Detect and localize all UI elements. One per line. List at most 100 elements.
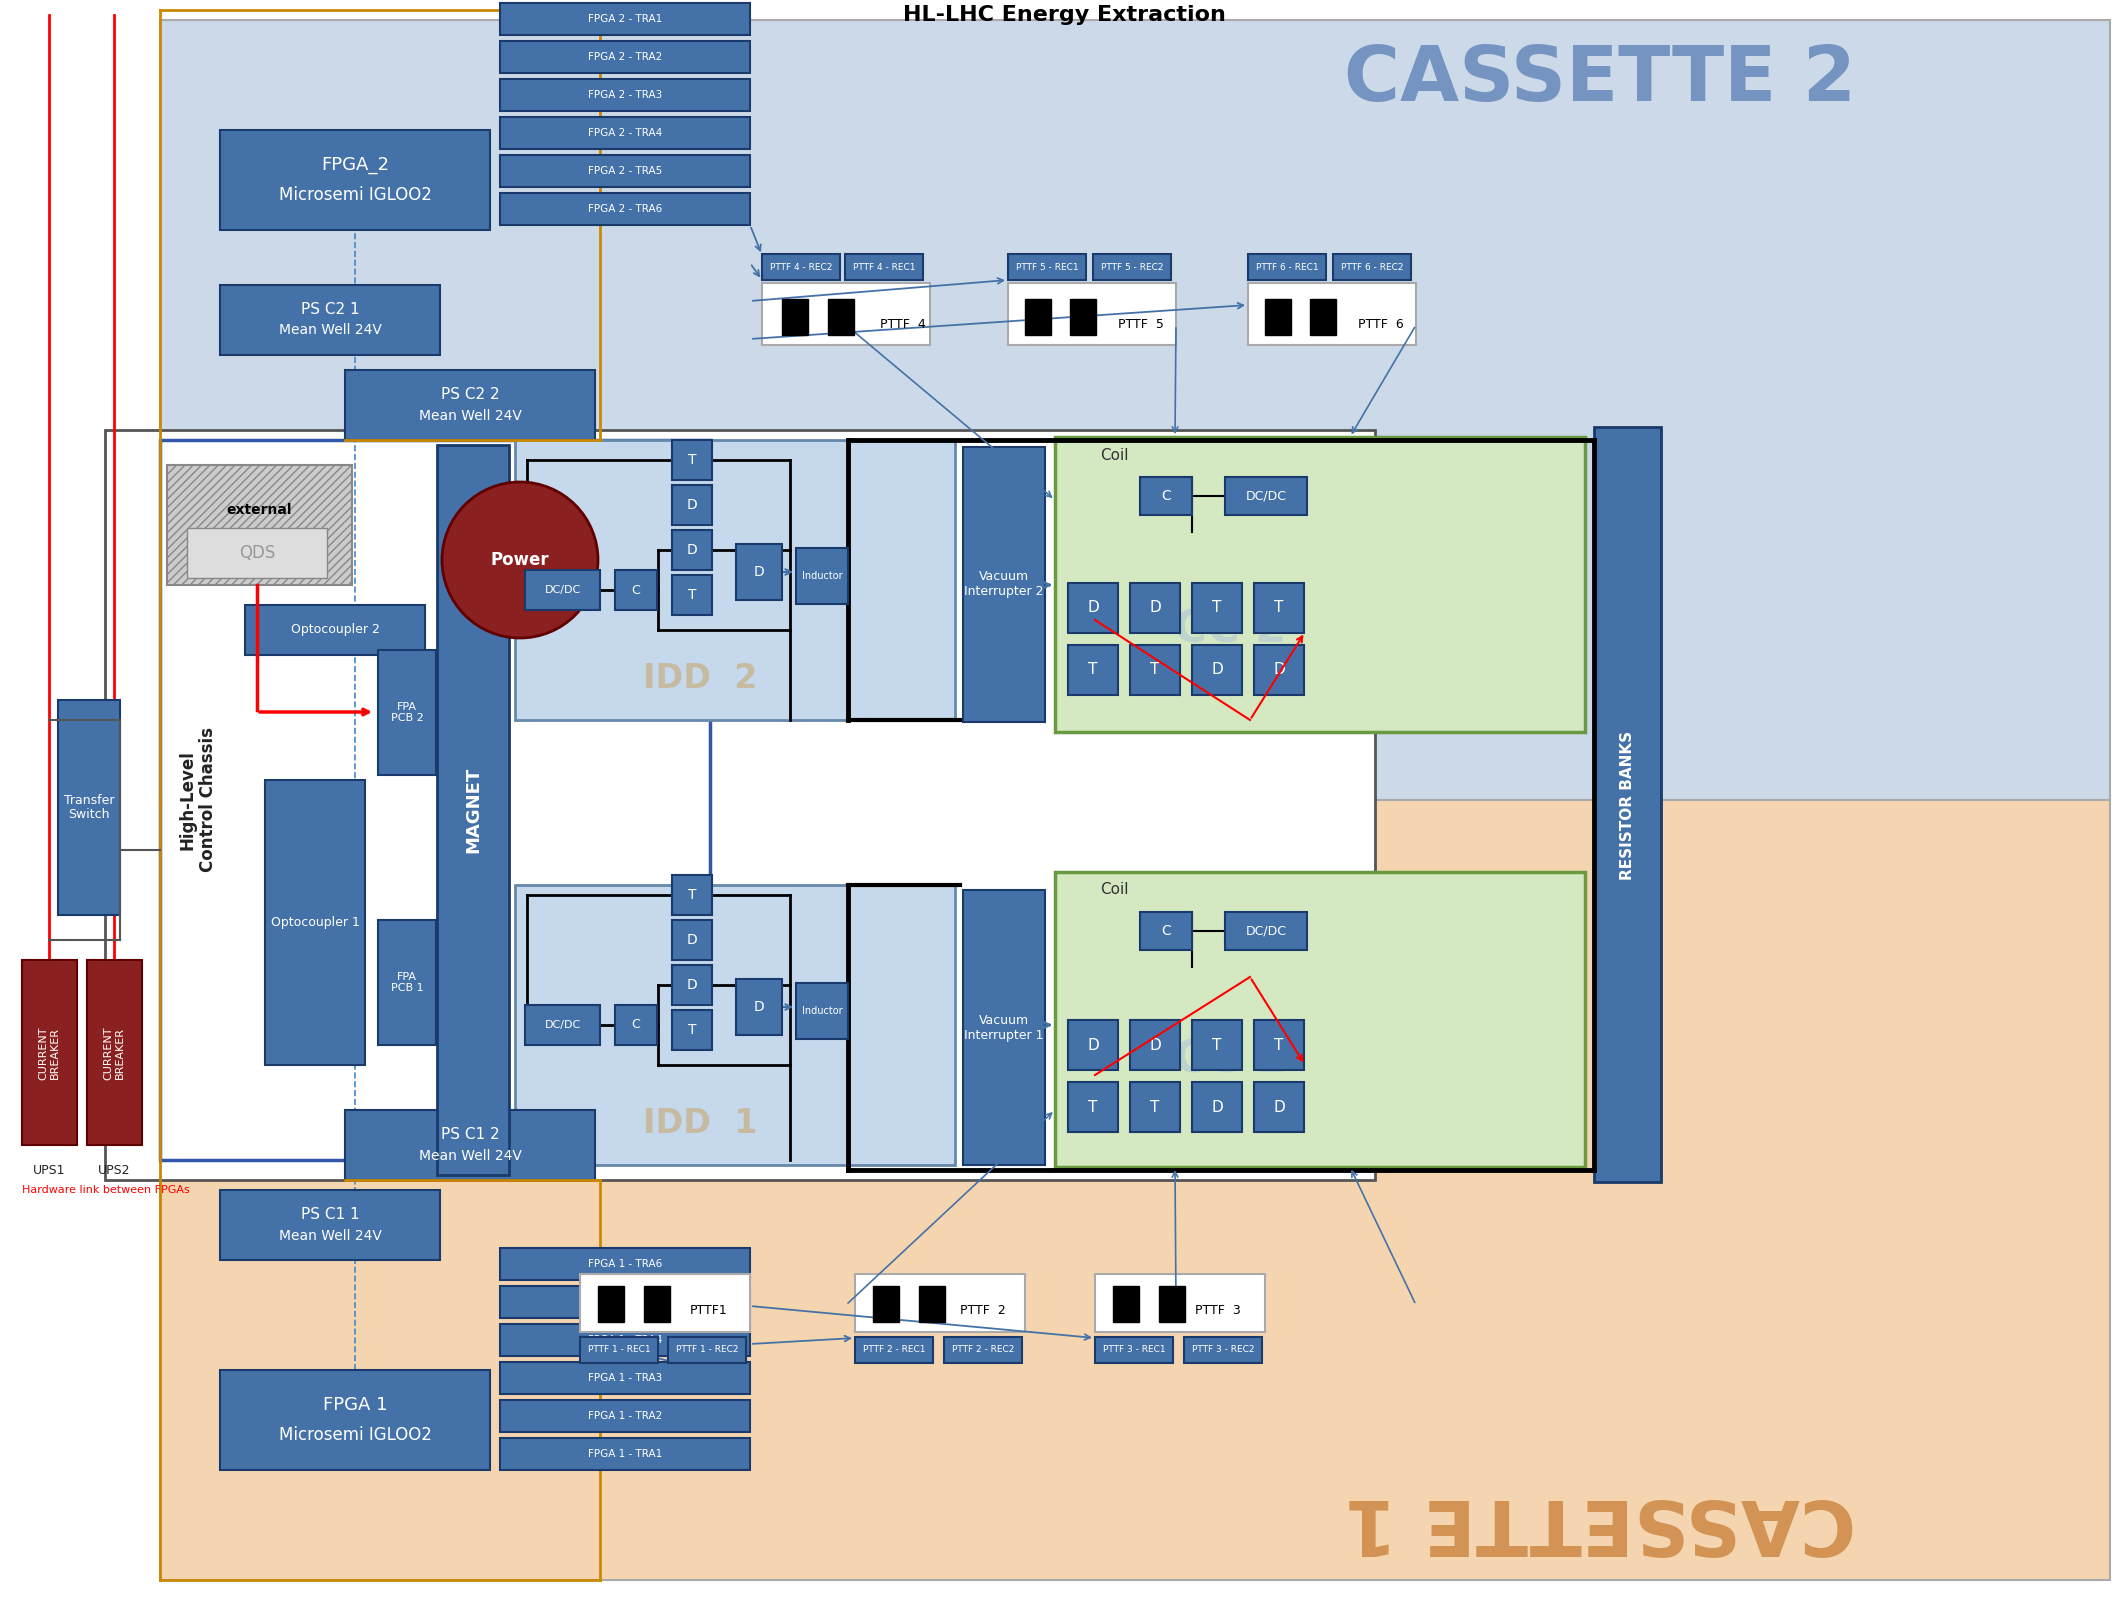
Text: PTTF  6: PTTF 6 [1358,318,1404,331]
Text: PS C1 1: PS C1 1 [300,1206,360,1222]
FancyBboxPatch shape [1055,437,1585,733]
Text: FPA
PCB 2: FPA PCB 2 [392,702,423,723]
Text: FPGA 2 - TRA6: FPGA 2 - TRA6 [587,203,662,214]
FancyBboxPatch shape [1311,299,1336,334]
FancyBboxPatch shape [219,130,489,230]
Text: UPS2: UPS2 [98,1163,130,1176]
FancyBboxPatch shape [581,1274,749,1331]
Text: FPGA 1 - TRA5: FPGA 1 - TRA5 [587,1298,662,1307]
Text: PTTF  2: PTTF 2 [960,1304,1007,1317]
Text: IDD  1: IDD 1 [643,1107,758,1139]
Text: Inductor: Inductor [802,571,843,581]
FancyBboxPatch shape [1068,645,1117,694]
FancyBboxPatch shape [1160,1286,1185,1322]
Text: D: D [1087,1037,1098,1053]
Text: CURRENT
BREAKER: CURRENT BREAKER [102,1026,126,1080]
Text: D: D [1273,1099,1285,1115]
Text: D: D [1149,600,1162,616]
FancyBboxPatch shape [1130,582,1181,634]
FancyBboxPatch shape [672,875,713,915]
FancyBboxPatch shape [672,440,713,480]
FancyBboxPatch shape [1253,1082,1304,1133]
Text: PTTF  4: PTTF 4 [881,318,926,331]
Text: PTTF 2 - REC2: PTTF 2 - REC2 [951,1346,1015,1355]
FancyBboxPatch shape [668,1338,747,1363]
FancyBboxPatch shape [160,440,711,1160]
Text: DC/DC: DC/DC [1245,925,1287,938]
Text: T: T [687,888,696,902]
Text: FPGA 1 - TRA1: FPGA 1 - TRA1 [587,1450,662,1459]
Text: CASSETTE 1: CASSETTE 1 [1345,1483,1856,1557]
FancyBboxPatch shape [845,254,924,280]
FancyBboxPatch shape [219,1370,489,1470]
FancyBboxPatch shape [500,117,749,149]
FancyBboxPatch shape [1096,1274,1264,1331]
Text: D: D [1211,662,1224,677]
FancyBboxPatch shape [1009,254,1085,280]
FancyBboxPatch shape [672,574,713,614]
Text: Vacuum
Interrupter 2: Vacuum Interrupter 2 [964,571,1043,598]
Text: Inductor: Inductor [802,1006,843,1016]
Text: Microsemi IGLOO2: Microsemi IGLOO2 [279,1426,432,1443]
Text: PTTF 2 - REC1: PTTF 2 - REC1 [862,1346,926,1355]
Text: T: T [1087,662,1098,677]
Text: Mean Well 24V: Mean Well 24V [279,323,381,338]
Text: FPGA 1 - TRA2: FPGA 1 - TRA2 [587,1411,662,1421]
Text: PTTF 4 - REC1: PTTF 4 - REC1 [853,262,915,272]
Text: Mean Well 24V: Mean Well 24V [419,408,521,422]
FancyBboxPatch shape [104,430,1375,1181]
Text: CASSETTE 2: CASSETTE 2 [1345,43,1856,117]
FancyBboxPatch shape [672,485,713,525]
Text: PTTF 6 - REC2: PTTF 6 - REC2 [1341,262,1402,272]
FancyBboxPatch shape [1068,582,1117,634]
Text: C: C [1162,490,1170,502]
FancyBboxPatch shape [500,42,749,74]
FancyBboxPatch shape [379,920,436,1045]
FancyBboxPatch shape [57,701,119,915]
FancyBboxPatch shape [615,570,658,610]
Text: D: D [687,978,698,992]
FancyBboxPatch shape [736,544,781,600]
FancyBboxPatch shape [796,982,847,1038]
FancyBboxPatch shape [500,194,749,226]
FancyBboxPatch shape [1594,427,1662,1182]
FancyBboxPatch shape [855,1338,932,1363]
Text: PTTF 5 - REC2: PTTF 5 - REC2 [1100,262,1164,272]
Text: T: T [1151,662,1160,677]
Text: C: C [1162,925,1170,938]
FancyBboxPatch shape [500,155,749,187]
Text: external: external [226,502,292,517]
FancyBboxPatch shape [500,1362,749,1394]
Text: DC/DC: DC/DC [545,1021,581,1030]
Text: D: D [753,1000,764,1014]
FancyBboxPatch shape [1068,1021,1117,1070]
Text: D: D [1149,1037,1162,1053]
Text: FPGA_2: FPGA_2 [321,157,389,174]
Text: Mean Well 24V: Mean Well 24V [419,1149,521,1163]
FancyBboxPatch shape [1055,872,1585,1166]
Text: FPGA 2 - TRA1: FPGA 2 - TRA1 [587,14,662,24]
Text: CURRENT
BREAKER: CURRENT BREAKER [38,1026,60,1080]
Text: PS C1 2: PS C1 2 [440,1126,500,1142]
FancyBboxPatch shape [1192,582,1243,634]
FancyBboxPatch shape [1141,477,1192,515]
Text: QDS: QDS [238,544,275,562]
FancyBboxPatch shape [762,254,841,280]
FancyBboxPatch shape [21,960,77,1146]
Text: Power: Power [492,550,549,570]
FancyBboxPatch shape [736,979,781,1035]
FancyBboxPatch shape [1192,1082,1243,1133]
Text: FPGA 2 - TRA5: FPGA 2 - TRA5 [587,166,662,176]
FancyBboxPatch shape [87,960,143,1146]
Text: PTTF  5: PTTF 5 [1117,318,1164,331]
Text: PTTF1: PTTF1 [689,1304,728,1317]
FancyBboxPatch shape [160,19,2111,800]
FancyBboxPatch shape [781,299,809,334]
Text: T: T [1213,1037,1221,1053]
FancyBboxPatch shape [672,530,713,570]
FancyBboxPatch shape [515,440,955,720]
Text: T: T [687,587,696,602]
Text: Vacuum
Interrupter 1: Vacuum Interrupter 1 [964,1013,1043,1042]
Text: PTTF 1 - REC2: PTTF 1 - REC2 [677,1346,738,1355]
Text: C: C [632,584,641,597]
